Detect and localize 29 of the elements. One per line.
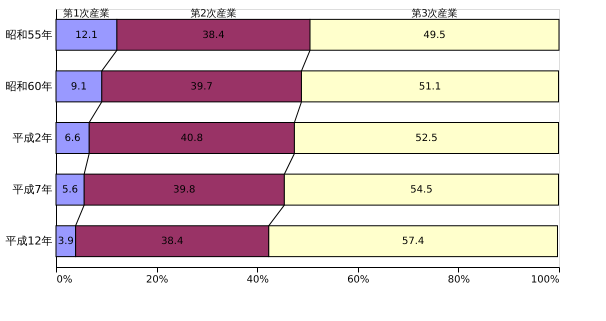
data-label: 5.6 [62,184,78,196]
x-tick-label: 0% [56,274,72,286]
y-tick-label: 昭和60年 [6,80,52,93]
x-tick-label: 20% [146,274,168,286]
y-tick-label: 昭和55年 [6,28,52,42]
x-tick-label: 100% [530,274,560,286]
data-label: 40.8 [180,133,203,144]
y-tick-label: 平成7年 [12,183,52,196]
x-tick-label: 60% [347,274,370,286]
data-label: 12.1 [75,30,98,41]
series-label: 第1次産業 [63,7,110,20]
data-label: 52.5 [415,133,438,144]
data-label: 49.5 [423,30,446,41]
data-label: 51.1 [418,81,442,92]
data-label: 57.4 [402,236,424,248]
data-label: 39.8 [173,184,196,196]
data-label: 39.7 [190,81,213,92]
x-tick-label: 40% [246,274,269,286]
data-label: 9.1 [70,81,87,92]
x-tick-label: 80% [448,274,470,286]
data-label: 6.6 [64,133,81,144]
data-label: 54.5 [410,184,433,196]
y-tick-label: 平成2年 [12,132,52,144]
data-label: 38.4 [161,236,184,248]
series-label: 第2次産業 [190,7,237,20]
y-tick-label: 平成12年 [6,234,52,248]
series-label: 第3次産業 [411,7,458,20]
data-label: 3.9 [58,236,74,248]
data-label: 38.4 [202,30,225,41]
